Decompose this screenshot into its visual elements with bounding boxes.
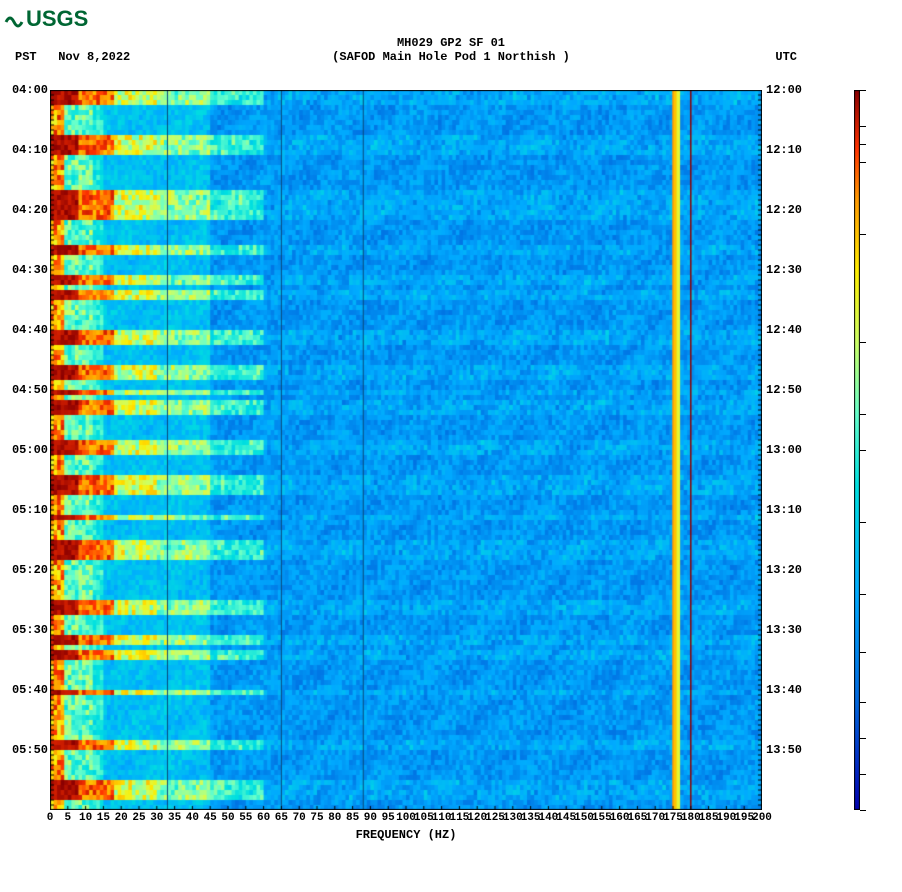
colorbar-tick — [860, 450, 866, 451]
y-left-tick: 04:30 — [0, 263, 48, 277]
x-axis-label: FREQUENCY (HZ) — [0, 828, 812, 842]
x-tick: 60 — [257, 812, 270, 824]
x-tick: 85 — [346, 812, 359, 824]
title-line-1: MH029 GP2 SF 01 — [0, 36, 902, 50]
x-tick: 65 — [275, 812, 288, 824]
y-right-tick: 13:40 — [766, 683, 826, 697]
colorbar-tick — [860, 234, 866, 235]
colorbar-tick — [860, 126, 866, 127]
colorbar-tick — [860, 810, 866, 811]
colorbar-tick — [860, 162, 866, 163]
title-line-2: (SAFOD Main Hole Pod 1 Northish ) — [0, 50, 902, 64]
y-right-tick: 12:40 — [766, 323, 826, 337]
y-axis-right: 12:0012:1012:2012:3012:4012:5013:0013:10… — [766, 90, 826, 810]
y-axis-left: 04:0004:1004:2004:3004:4004:5005:0005:10… — [0, 90, 48, 810]
y-left-tick: 04:10 — [0, 143, 48, 157]
y-right-tick: 12:00 — [766, 83, 826, 97]
y-right-tick: 13:00 — [766, 443, 826, 457]
colorbar-tick — [860, 90, 866, 91]
y-left-tick: 04:20 — [0, 203, 48, 217]
y-right-tick: 12:20 — [766, 203, 826, 217]
x-tick: 50 — [221, 812, 234, 824]
usgs-logo: USGS — [4, 4, 104, 32]
y-left-tick: 04:50 — [0, 383, 48, 397]
y-right-tick: 13:20 — [766, 563, 826, 577]
y-right-tick: 12:10 — [766, 143, 826, 157]
y-left-tick: 04:40 — [0, 323, 48, 337]
date: Nov 8,2022 — [58, 50, 130, 64]
x-tick: 35 — [168, 812, 181, 824]
y-right-tick: 13:50 — [766, 743, 826, 757]
colorbar-tick — [860, 774, 866, 775]
colorbar-tick — [860, 144, 866, 145]
right-timezone: UTC — [775, 50, 797, 64]
y-left-tick: 05:00 — [0, 443, 48, 457]
colorbar-tick — [860, 702, 866, 703]
spectrogram-heatmap — [50, 90, 762, 810]
colorbar-tick — [860, 594, 866, 595]
y-right-tick: 12:30 — [766, 263, 826, 277]
x-tick: 45 — [204, 812, 217, 824]
colorbar-tick — [860, 652, 866, 653]
x-tick: 55 — [239, 812, 252, 824]
x-tick: 80 — [328, 812, 341, 824]
x-tick: 25 — [132, 812, 145, 824]
x-tick: 40 — [186, 812, 199, 824]
y-right-tick: 12:50 — [766, 383, 826, 397]
x-tick: 10 — [79, 812, 92, 824]
left-tz: PST — [15, 50, 37, 64]
x-tick: 15 — [97, 812, 110, 824]
usgs-text: USGS — [26, 6, 88, 31]
y-left-tick: 05:30 — [0, 623, 48, 637]
x-tick: 200 — [752, 812, 772, 824]
y-left-tick: 04:00 — [0, 83, 48, 97]
spectrogram-plot — [50, 90, 762, 810]
x-tick: 95 — [382, 812, 395, 824]
colorbar-tick — [860, 522, 866, 523]
x-tick: 20 — [115, 812, 128, 824]
x-tick: 90 — [364, 812, 377, 824]
y-left-tick: 05:50 — [0, 743, 48, 757]
x-tick: 30 — [150, 812, 163, 824]
y-left-tick: 05:40 — [0, 683, 48, 697]
x-axis: 0510152025303540455055606570758085909510… — [50, 812, 762, 826]
y-right-tick: 13:30 — [766, 623, 826, 637]
x-tick: 5 — [64, 812, 71, 824]
colorbar — [854, 90, 860, 810]
y-left-tick: 05:20 — [0, 563, 48, 577]
colorbar-tick — [860, 738, 866, 739]
x-tick: 70 — [293, 812, 306, 824]
x-tick: 0 — [47, 812, 54, 824]
colorbar-tick — [860, 342, 866, 343]
y-left-tick: 05:10 — [0, 503, 48, 517]
x-tick: 75 — [310, 812, 323, 824]
y-right-tick: 13:10 — [766, 503, 826, 517]
plot-title: MH029 GP2 SF 01 (SAFOD Main Hole Pod 1 N… — [0, 36, 902, 64]
colorbar-tick — [860, 414, 866, 415]
left-timezone-date: PST Nov 8,2022 — [15, 50, 130, 64]
